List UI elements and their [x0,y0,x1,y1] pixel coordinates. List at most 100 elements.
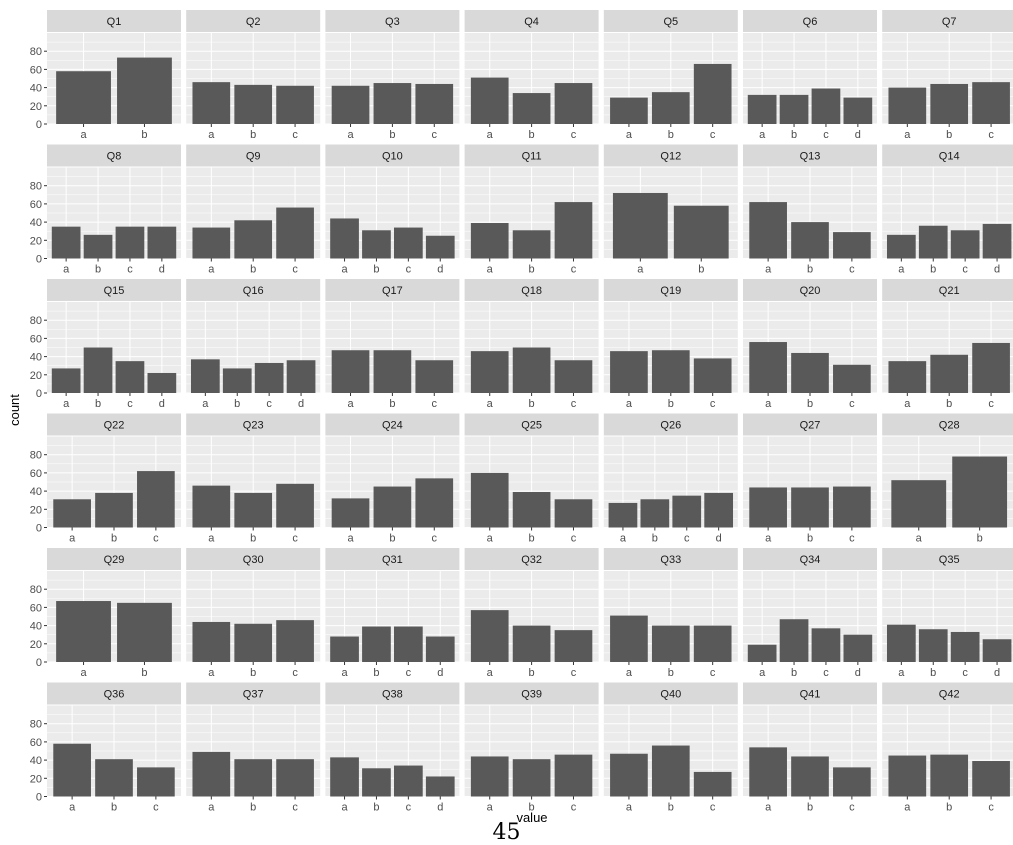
x-tick-label: d [298,398,304,410]
bar-d [843,97,873,124]
x-tick-label: b [529,264,535,276]
bar-b [234,623,273,662]
bar-a [749,342,787,393]
bar-b [952,456,1008,528]
facet-strip [603,548,738,570]
bar-b [117,57,172,124]
facet-title: Q34 [800,554,821,566]
y-tick-label: 20 [30,370,42,382]
x-tick-label: c [988,802,994,814]
bar-b [222,368,252,393]
x-tick-label: c [292,533,298,545]
facet-strip [47,413,181,436]
y-axis-title: count [7,394,22,426]
y-tick-label: 20 [30,504,42,516]
x-tick-label: b [791,667,797,679]
x-tick-label: c [710,802,716,814]
facet-strip [882,10,1013,32]
facet-title: Q15 [104,285,125,297]
x-tick-label: b [668,667,674,679]
bar-b [791,352,829,393]
x-tick-label: a [341,667,348,679]
x-tick-label: a [765,264,772,276]
x-tick-label: c [127,398,133,410]
bar-b [918,225,948,259]
facet-title: Q16 [243,285,264,297]
bar-b [791,487,829,528]
facet-panel-q38: Q38 a b c d [325,682,460,814]
facet-title: Q37 [243,689,264,701]
facet-title: Q42 [939,689,960,701]
x-tick-label: b [698,264,704,276]
facet-title: Q26 [660,420,681,432]
x-tick-label: a [347,398,354,410]
bar-a [749,202,787,259]
facet-strip [743,144,877,167]
bar-c [115,226,145,259]
facet-strip [186,413,321,436]
x-tick-label: a [487,802,494,814]
bar-a [470,77,509,124]
facet-panel-q21: Q21 a b c [882,279,1013,410]
bar-c [554,754,593,797]
bar-a [891,480,947,528]
x-tick-label: b [668,398,674,410]
bar-b [83,347,113,393]
bar-c [137,767,175,797]
x-tick-label: b [250,533,256,545]
bar-a [330,218,359,259]
x-tick-label: b [807,264,813,276]
facet-strip [464,682,599,705]
facet-strip [603,279,738,301]
bar-a [192,227,231,259]
facet-strip [186,682,321,705]
x-tick-label: b [141,667,147,679]
facet-strip [464,279,599,301]
x-tick-label: b [946,398,952,410]
bar-a [612,192,668,259]
bar-c [276,85,314,124]
facet-strip [464,413,599,436]
bar-d [843,634,873,662]
bar-a [53,743,91,797]
bar-b [234,220,273,259]
facet-panel-q37: Q37 a b c [186,682,321,814]
facet-panel-q35: Q35 a b c d [882,548,1013,679]
bar-b [512,492,551,528]
facet-strip [743,682,877,705]
x-tick-label: b [373,802,379,814]
x-tick-label: b [946,129,952,141]
bar-b [673,205,729,259]
y-tick-label: 40 [30,486,42,498]
facet-title: Q19 [660,285,681,297]
bar-a [470,610,509,662]
facet-title: Q18 [521,285,542,297]
facet-panel-q25: Q25 a b c [464,413,599,545]
bar-b [930,83,969,124]
x-tick-label: d [994,667,1000,679]
x-tick-label: a [63,264,70,276]
bar-c [393,227,423,259]
x-tick-label: c [432,398,438,410]
x-tick-label: a [916,533,923,545]
x-tick-label: c [571,398,577,410]
bar-c [276,207,314,259]
facet-strip [186,548,321,570]
x-tick-label: a [69,533,76,545]
bar-a [51,226,81,259]
x-tick-label: c [849,802,855,814]
facet-strip [47,682,181,705]
facet-panel-q4: Q4 a b c [464,10,599,141]
facet-panel-q7: Q7 a b c [882,10,1013,141]
facet-panel-q16: Q16 a b c d [186,279,321,410]
facet-panel-q15: Q15 a b c d 0 20 40 60 80 [30,279,181,410]
bar-c [833,232,871,259]
bar-b [651,350,690,393]
x-tick-label: c [710,667,716,679]
facet-strip [603,682,738,705]
facet-panel-q14: Q14 a b c d [882,144,1013,276]
x-tick-label: c [684,533,690,545]
y-tick-label: 80 [30,46,42,58]
bar-c [276,620,314,662]
x-tick-label: c [823,129,829,141]
